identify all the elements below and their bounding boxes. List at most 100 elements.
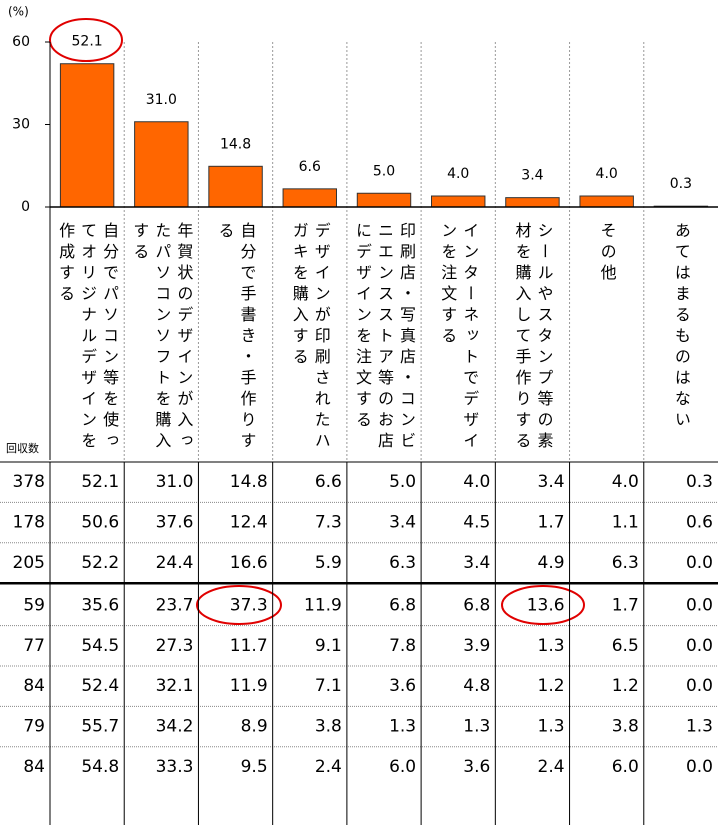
table-cell: 55.7 (81, 717, 119, 737)
bar (579, 195, 634, 208)
category-box: 印刷店・写真店・コンビニエンスストア等のお店にデザインを注文する (347, 222, 421, 458)
bar (134, 121, 189, 208)
table-cell: 1.2 (538, 676, 565, 696)
table-header: 回収数 (6, 442, 39, 455)
bar (431, 195, 486, 208)
table-cell: 1.3 (538, 636, 565, 656)
category-label: インターネットでデザインを注文する (438, 222, 480, 453)
table-cell: 7.8 (389, 636, 416, 656)
table-cell: 3.4 (538, 472, 565, 492)
category-label: 自分でパソコン等を使ってオリジナルデザインを作成する (56, 222, 120, 453)
y-tick-label: 60 (12, 34, 30, 50)
table-cell: 378 (13, 472, 45, 492)
table-cell: 1.3 (389, 717, 416, 737)
table-cell: 1.3 (686, 717, 713, 737)
table-cell: 12.4 (230, 513, 268, 533)
category-box: デザインが印刷されたハガキを購入する (273, 222, 347, 458)
category-box: 年賀状のデザインが入ったパソコンソフトを購入する (124, 222, 198, 458)
value-label: 4.0 (596, 166, 618, 182)
table-cell: 3.6 (389, 676, 416, 696)
category-label: 自分で手書き・手作りする (215, 222, 257, 453)
table-cell: 3.8 (612, 717, 639, 737)
table-cell: 14.8 (230, 472, 268, 492)
table-cell: 32.1 (156, 676, 194, 696)
table-cell: 52.4 (81, 676, 119, 696)
table-cell: 6.0 (389, 757, 416, 777)
value-label: 31.0 (146, 92, 177, 108)
value-label: 3.4 (521, 168, 543, 184)
table-cell: 23.7 (156, 595, 194, 615)
table-cell: 6.3 (389, 553, 416, 573)
bar (59, 63, 115, 208)
table-cell: 27.3 (156, 636, 194, 656)
value-label: 5.0 (373, 163, 395, 179)
table-cell: 77 (23, 636, 45, 656)
table-cell: 9.1 (315, 636, 342, 656)
table-cell: 0.0 (686, 676, 713, 696)
table-cell: 16.6 (230, 553, 268, 573)
table-cell: 7.1 (315, 676, 342, 696)
category-box: インターネットでデザインを注文する (421, 222, 495, 458)
table-cell: 0.0 (686, 636, 713, 656)
value-label: 4.0 (447, 166, 469, 182)
table-cell: 37.6 (156, 513, 194, 533)
table-cell: 0.3 (686, 472, 713, 492)
table-cell: 1.1 (612, 513, 639, 533)
table-cell: 1.2 (612, 676, 639, 696)
y-tick-label: 30 (12, 117, 30, 133)
table-cell: 84 (23, 676, 45, 696)
table-cell: 31.0 (156, 472, 194, 492)
table-cell: 5.9 (315, 553, 342, 573)
table-cell: 84 (23, 757, 45, 777)
highlight (49, 18, 123, 62)
table-cell: 2.4 (315, 757, 342, 777)
table-cell: 54.8 (81, 757, 119, 777)
table-cell: 0.6 (686, 513, 713, 533)
table-cell: 54.5 (81, 636, 119, 656)
table-cell: 33.3 (156, 757, 194, 777)
bar (505, 197, 560, 208)
table-cell: 178 (13, 513, 45, 533)
table-cell: 50.6 (81, 513, 119, 533)
table-cell: 59 (23, 595, 45, 615)
table-cell: 5.0 (389, 472, 416, 492)
table-cell: 3.6 (463, 757, 490, 777)
table-cell: 205 (13, 553, 45, 573)
table-cell: 0.0 (686, 757, 713, 777)
table-cell: 1.3 (538, 717, 565, 737)
category-box: 自分で手書き・手作りする (198, 222, 272, 458)
table-cell: 4.0 (612, 472, 639, 492)
y-tick-label: 0 (21, 199, 30, 215)
value-label: 52.1 (72, 34, 103, 50)
category-label: デザインが印刷されたハガキを購入する (289, 222, 331, 453)
table-cell: 6.8 (389, 595, 416, 615)
table-cell: 1.7 (612, 595, 639, 615)
highlight (501, 585, 585, 625)
table-cell: 52.2 (81, 553, 119, 573)
table-cell: 35.6 (81, 595, 119, 615)
table-cell: 4.9 (538, 553, 565, 573)
category-box: その他 (570, 222, 644, 458)
bar (208, 165, 263, 208)
table-cell: 4.5 (463, 513, 490, 533)
table-cell: 9.5 (241, 757, 268, 777)
category-box: 自分でパソコン等を使ってオリジナルデザインを作成する (50, 222, 124, 458)
y-axis-label: (%) (8, 5, 29, 19)
table-cell: 1.3 (463, 717, 490, 737)
category-label: あてはまるものはない (671, 222, 691, 432)
category-box: シールやスタンプ等の素材を購入して手作りする (495, 222, 569, 458)
table-cell: 34.2 (156, 717, 194, 737)
table-cell: 0.0 (686, 553, 713, 573)
category-label: その他 (597, 222, 617, 285)
category-label: 年賀状のデザインが入ったパソコンソフトを購入する (130, 222, 194, 453)
table-cell: 13.6 (527, 595, 565, 615)
table-cell: 4.8 (463, 676, 490, 696)
table-cell: 2.4 (538, 757, 565, 777)
table-cell: 3.4 (389, 513, 416, 533)
table-cell: 3.8 (315, 717, 342, 737)
table-cell: 6.6 (315, 472, 342, 492)
highlight (196, 585, 282, 625)
table-cell: 11.9 (304, 595, 342, 615)
table-cell: 0.0 (686, 595, 713, 615)
